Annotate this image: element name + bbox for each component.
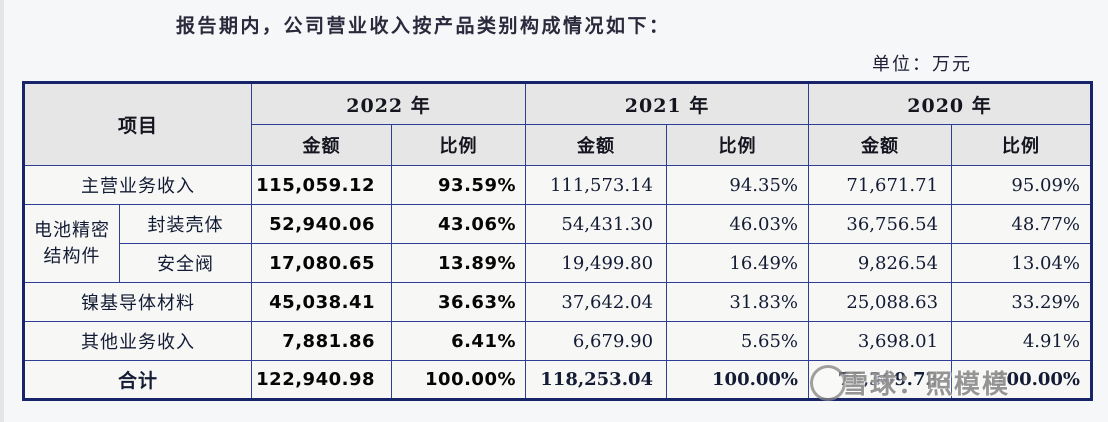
cell-amount-2022: 52,940.06 bbox=[251, 204, 393, 244]
cell-ratio-2020: 100.00% bbox=[951, 360, 1093, 400]
col-header-amount-2021: 金额 bbox=[525, 124, 668, 166]
cell-amount-2021: 118,253.04 bbox=[525, 360, 668, 400]
cell-ratio-2022: 36.63% bbox=[391, 282, 527, 322]
col-header-ratio-2021: 比例 bbox=[666, 124, 810, 166]
cell-amount-2021: 19,499.80 bbox=[525, 243, 668, 283]
left-edge-strip bbox=[0, 0, 4, 422]
cell-ratio-2021: 16.49% bbox=[666, 243, 810, 283]
row-label: 镍基导体材料 bbox=[22, 282, 253, 322]
cell-amount-2020: 3,698.01 bbox=[808, 321, 953, 361]
cell-ratio-2020: 95.09% bbox=[951, 165, 1093, 205]
table-row-main-revenue: 主营业务收入 115,059.12 93.59% 111,573.14 94.3… bbox=[22, 165, 1093, 205]
cell-ratio-2022: 93.59% bbox=[391, 165, 527, 205]
cell-ratio-2020: 33.29% bbox=[951, 282, 1093, 322]
table-row-safety-valve: 安全阀 17,080.65 13.89% 19,499.80 16.49% 9,… bbox=[24, 243, 1093, 283]
cell-ratio-2021: 31.83% bbox=[666, 282, 810, 322]
table-row-other-revenue: 其他业务收入 7,881.86 6.41% 6,679.90 5.65% 3,6… bbox=[22, 321, 1093, 361]
col-header-2022: 2022 年 bbox=[251, 82, 527, 125]
cell-amount-2021: 37,642.04 bbox=[525, 282, 668, 322]
cell-amount-2020: 75,369.72 bbox=[808, 360, 953, 400]
col-header-ratio-2022: 比例 bbox=[391, 124, 527, 166]
col-header-2020: 2020 年 bbox=[808, 82, 1093, 125]
cell-amount-2020: 71,671.71 bbox=[808, 165, 953, 205]
cell-ratio-2021: 46.03% bbox=[666, 204, 810, 244]
cell-ratio-2022: 43.06% bbox=[391, 204, 527, 244]
cell-amount-2022: 115,059.12 bbox=[251, 165, 393, 205]
cell-amount-2020: 25,088.63 bbox=[808, 282, 953, 322]
cell-amount-2022: 7,881.86 bbox=[251, 321, 393, 361]
cell-amount-2022: 45,038.41 bbox=[251, 282, 393, 322]
cell-ratio-2022: 13.89% bbox=[391, 243, 527, 283]
cell-ratio-2020: 48.77% bbox=[951, 204, 1093, 244]
cell-ratio-2021: 94.35% bbox=[666, 165, 810, 205]
table-row-battery-case: 电池精密结构件 封装壳体 52,940.06 43.06% 54,431.30 … bbox=[23, 204, 1093, 283]
row-label-total: 合计 bbox=[22, 360, 253, 400]
row-label: 安全阀 bbox=[118, 243, 253, 283]
col-header-amount-2020: 金额 bbox=[808, 124, 953, 166]
cell-ratio-2021: 100.00% bbox=[666, 360, 810, 400]
doc-title: 报告期内，公司营业收入按产品类别构成情况如下： bbox=[176, 15, 671, 37]
table-row-nickel-material: 镍基导体材料 45,038.41 36.63% 37,642.04 31.83%… bbox=[22, 282, 1093, 322]
cell-ratio-2022: 100.00% bbox=[391, 360, 527, 400]
col-header-item: 项目 bbox=[22, 82, 253, 166]
cell-amount-2021: 54,431.30 bbox=[525, 204, 668, 244]
cell-amount-2021: 111,573.14 bbox=[525, 165, 668, 205]
cell-amount-2022: 17,080.65 bbox=[251, 243, 393, 283]
cell-ratio-2022: 6.41% bbox=[391, 321, 527, 361]
header-row-metrics: 金额 比例 金额 比例 金额 比例 bbox=[24, 124, 1093, 166]
col-header-ratio-2020: 比例 bbox=[951, 124, 1093, 166]
row-group-label: 电池精密结构件 bbox=[23, 204, 120, 283]
cell-ratio-2021: 5.65% bbox=[666, 321, 810, 361]
cell-amount-2020: 36,756.54 bbox=[808, 204, 953, 244]
row-label: 封装壳体 bbox=[118, 204, 253, 244]
unit-label: 单位：万元 bbox=[872, 54, 972, 75]
revenue-table: 项目 2022 年 2021 年 2020 年 金额 比例 金额 比例 金额 比… bbox=[22, 81, 1094, 401]
cell-amount-2020: 9,826.54 bbox=[808, 243, 953, 283]
header-row-years: 项目 2022 年 2021 年 2020 年 bbox=[22, 82, 1093, 166]
cell-ratio-2020: 4.91% bbox=[951, 321, 1093, 361]
row-label: 主营业务收入 bbox=[22, 165, 253, 205]
table-row-total: 合计 122,940.98 100.00% 118,253.04 100.00%… bbox=[22, 360, 1093, 400]
col-header-2021: 2021 年 bbox=[525, 82, 810, 125]
cell-amount-2022: 122,940.98 bbox=[251, 360, 393, 400]
row-label: 其他业务收入 bbox=[22, 321, 253, 361]
cell-ratio-2020: 13.04% bbox=[951, 243, 1093, 283]
col-header-amount-2022: 金额 bbox=[251, 124, 393, 166]
cell-amount-2021: 6,679.90 bbox=[525, 321, 668, 361]
